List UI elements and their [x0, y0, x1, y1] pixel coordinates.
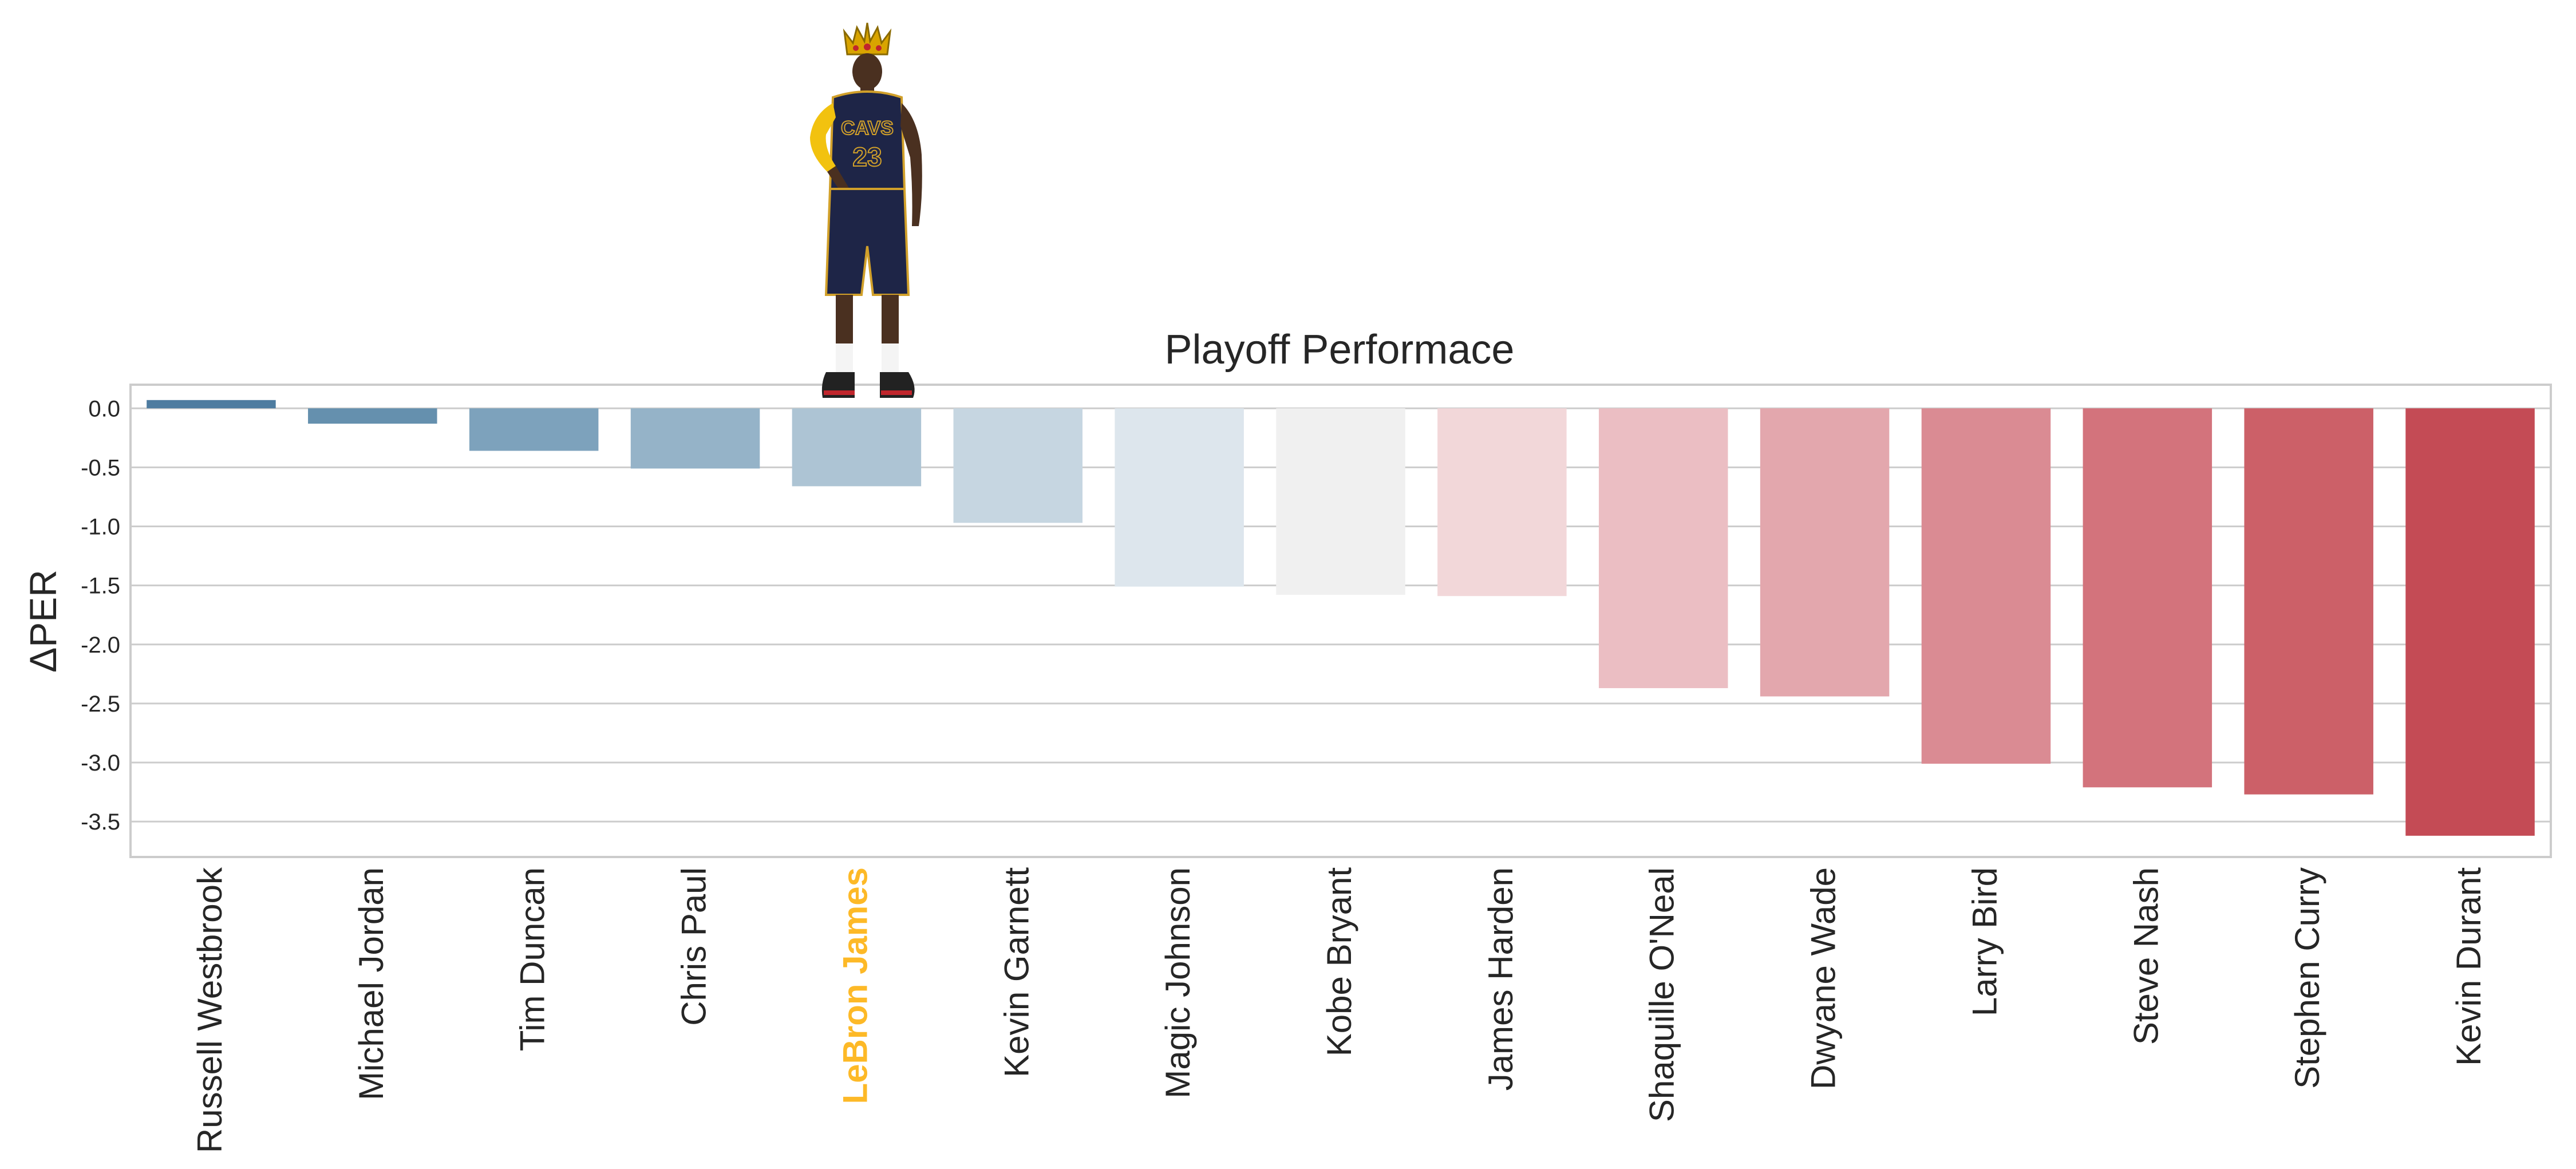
plot-frame	[129, 384, 2552, 858]
y-axis-label: ΔPER	[22, 570, 64, 673]
bar-kevin-durant	[2405, 408, 2535, 836]
bar-dwyane-wade	[1760, 408, 1890, 697]
bar-larry-bird	[1921, 408, 2051, 764]
svg-text:23: 23	[852, 142, 882, 172]
x-tick-label: Larry Bird	[1965, 867, 2004, 1016]
bar-steve-nash	[2083, 408, 2212, 788]
bar-lebron-james	[792, 408, 922, 487]
bar-magic-johnson	[1115, 408, 1244, 587]
bar-stephen-curry	[2244, 408, 2373, 795]
y-tick-labels: 0.0 -0.5 -1.0 -1.5 -2.0 -2.5 -3.0 -3.5	[81, 396, 120, 835]
x-tick-label: Michael Jordan	[352, 867, 390, 1100]
y-tick-label: -3.5	[81, 809, 120, 835]
x-tick-labels: Russell Westbrook Michael Jordan Tim Dunca…	[191, 867, 2488, 1153]
y-tick-label: -2.0	[81, 633, 120, 658]
y-tick-label: 0.0	[88, 396, 120, 421]
bar-shaquille-o-neal	[1598, 408, 1728, 689]
y-tick-label: -0.5	[81, 455, 120, 480]
x-tick-label: Russell Westbrook	[191, 867, 229, 1153]
x-tick-label: Shaquille O'Neal	[1643, 867, 1681, 1122]
bar-james-harden	[1437, 408, 1567, 597]
x-tick-label: LeBron James	[836, 867, 874, 1104]
x-tick-label: James Harden	[1481, 867, 1520, 1091]
bars	[147, 400, 2535, 836]
x-tick-label: Steve Nash	[2127, 867, 2165, 1045]
x-tick-label: Chris Paul	[675, 867, 713, 1026]
y-tick-label: -2.5	[81, 692, 120, 717]
bar-kobe-bryant	[1276, 408, 1405, 595]
plot-area: 0.0 -0.5 -1.0 -1.5 -2.0 -2.5 -3.0 -3.5 Russell …	[81, 384, 2552, 1153]
chart-title: Playoff Performace	[1165, 327, 1515, 373]
y-tick-label: -3.0	[81, 751, 120, 776]
bar-chris-paul	[630, 408, 760, 469]
x-tick-label: Kevin Garnett	[997, 867, 1036, 1077]
x-tick-label: Tim Duncan	[513, 867, 552, 1051]
bar-michael-jordan	[308, 408, 437, 424]
bar-russell-westbrook	[147, 400, 276, 409]
x-tick-label: Stephen Curry	[2288, 867, 2326, 1089]
crowned-player-icon: CAVS 23	[810, 22, 922, 398]
svg-text:CAVS: CAVS	[841, 117, 894, 139]
x-tick-label: Magic Johnson	[1159, 867, 1197, 1099]
x-tick-label: Dwyane Wade	[1804, 867, 1843, 1089]
x-tick-label: Kevin Durant	[2449, 867, 2488, 1066]
y-tick-label: -1.5	[81, 574, 120, 599]
x-tick-label: Kobe Bryant	[1320, 867, 1358, 1057]
bar-tim-duncan	[469, 408, 599, 451]
y-tick-label: -1.0	[81, 515, 120, 540]
bar-kevin-garnett	[953, 408, 1083, 523]
